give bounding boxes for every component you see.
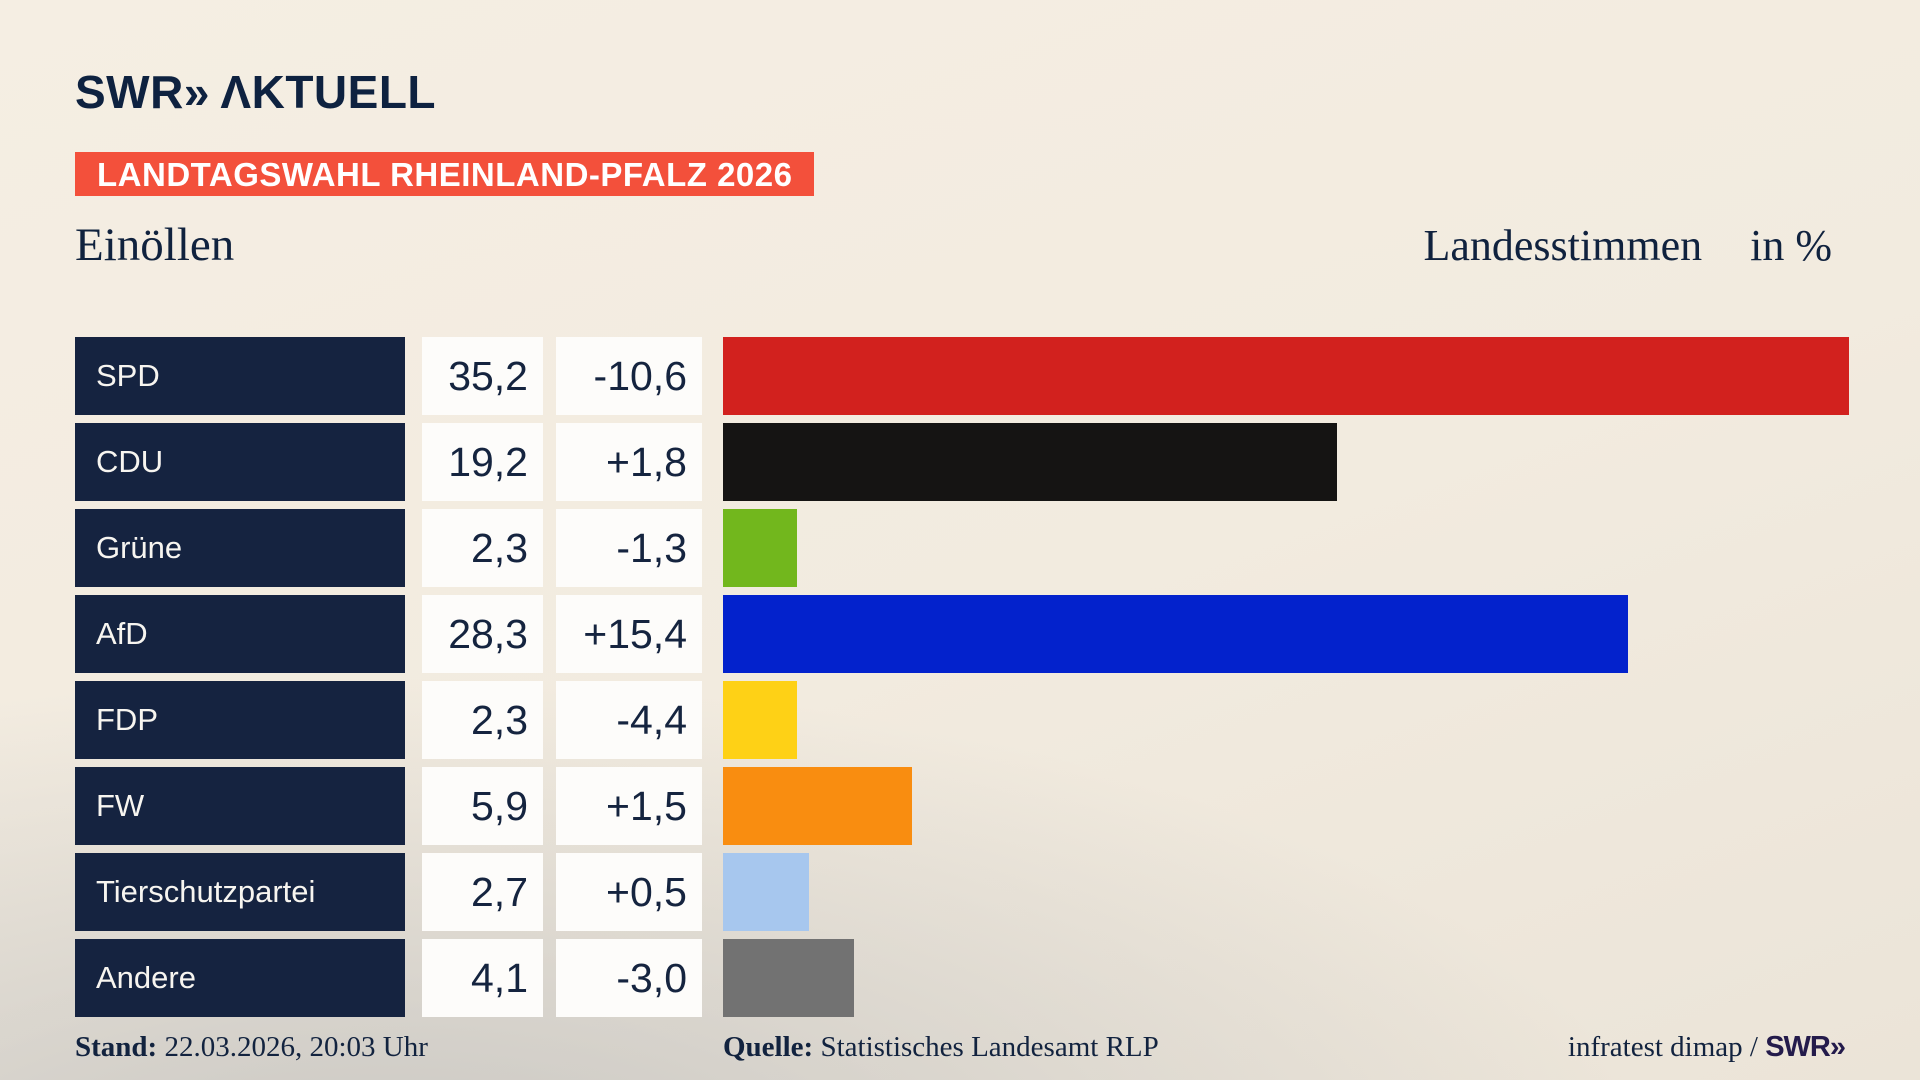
stand-label: Stand: bbox=[75, 1031, 158, 1063]
quelle-text: Quelle: Statistisches Landesamt RLP bbox=[723, 1030, 1159, 1064]
value-cell: 2,7 bbox=[422, 853, 543, 931]
election-banner: LANDTAGSWAHL RHEINLAND-PFALZ 2026 bbox=[75, 152, 815, 196]
change-cell: -3,0 bbox=[556, 939, 702, 1017]
party-label-cell: CDU bbox=[75, 423, 405, 501]
swr-aktuell-logo: SWR» ΛKTUELL bbox=[75, 68, 436, 116]
vote-type-header: Landesstimmen in % bbox=[1424, 222, 1833, 270]
result-bar bbox=[723, 681, 797, 759]
party-label-cell: SPD bbox=[75, 337, 405, 415]
credit-brand-logo: SWR» bbox=[1765, 1031, 1846, 1063]
logo-aktuell-text: ΛKTUELL bbox=[220, 66, 437, 118]
party-label-cell: Tierschutzpartei bbox=[75, 853, 405, 931]
quelle-label: Quelle: bbox=[723, 1031, 814, 1063]
party-label-cell: AfD bbox=[75, 595, 405, 673]
change-cell: +1,5 bbox=[556, 767, 702, 845]
result-bar bbox=[723, 423, 1337, 501]
table-row: FW 5,9 +1,5 bbox=[75, 767, 1850, 845]
result-bar bbox=[723, 853, 809, 931]
change-cell: -1,3 bbox=[556, 509, 702, 587]
result-bar bbox=[723, 939, 854, 1017]
stand-text: Stand: 22.03.2026, 20:03 Uhr bbox=[75, 1030, 428, 1064]
results-table: SPD 35,2 -10,6 CDU 19,2 +1,8 Grüne 2,3 -1,3 AfD 28… bbox=[75, 337, 1850, 1025]
change-cell: +0,5 bbox=[556, 853, 702, 931]
municipality-title: Einöllen bbox=[75, 219, 235, 271]
result-bar bbox=[723, 767, 912, 845]
party-label-cell: Grüne bbox=[75, 509, 405, 587]
vote-type-label: Landesstimmen bbox=[1423, 221, 1703, 270]
value-cell: 2,3 bbox=[422, 681, 543, 759]
value-cell: 2,3 bbox=[422, 509, 543, 587]
result-bar bbox=[723, 337, 1849, 415]
logo-swr-text: SWR bbox=[75, 66, 184, 118]
party-label-cell: Andere bbox=[75, 939, 405, 1017]
logo-chevrons-icon: » bbox=[183, 66, 210, 118]
quelle-value: Statistisches Landesamt RLP bbox=[813, 1031, 1159, 1063]
change-cell: +15,4 bbox=[556, 595, 702, 673]
value-cell: 4,1 bbox=[422, 939, 543, 1017]
change-cell: +1,8 bbox=[556, 423, 702, 501]
table-row: Andere 4,1 -3,0 bbox=[75, 939, 1850, 1017]
value-cell: 28,3 bbox=[422, 595, 543, 673]
credit-text: infratest dimap / SWR» bbox=[1567, 1030, 1846, 1064]
value-cell: 35,2 bbox=[422, 337, 543, 415]
table-row: FDP 2,3 -4,4 bbox=[75, 681, 1850, 759]
party-label-cell: FDP bbox=[75, 681, 405, 759]
credit-label: infratest dimap / bbox=[1567, 1031, 1766, 1063]
result-bar bbox=[723, 509, 797, 587]
table-row: Tierschutzpartei 2,7 +0,5 bbox=[75, 853, 1850, 931]
change-cell: -4,4 bbox=[556, 681, 702, 759]
change-cell: -10,6 bbox=[556, 337, 702, 415]
value-cell: 19,2 bbox=[422, 423, 543, 501]
table-row: Grüne 2,3 -1,3 bbox=[75, 509, 1850, 587]
table-row: AfD 28,3 +15,4 bbox=[75, 595, 1850, 673]
value-cell: 5,9 bbox=[422, 767, 543, 845]
table-row: CDU 19,2 +1,8 bbox=[75, 423, 1850, 501]
party-label-cell: FW bbox=[75, 767, 405, 845]
table-row: SPD 35,2 -10,6 bbox=[75, 337, 1850, 415]
unit-label: in % bbox=[1750, 221, 1832, 270]
result-bar bbox=[723, 595, 1628, 673]
banner-label: LANDTAGSWAHL RHEINLAND-PFALZ 2026 bbox=[97, 156, 793, 193]
stand-value: 22.03.2026, 20:03 Uhr bbox=[157, 1031, 428, 1063]
